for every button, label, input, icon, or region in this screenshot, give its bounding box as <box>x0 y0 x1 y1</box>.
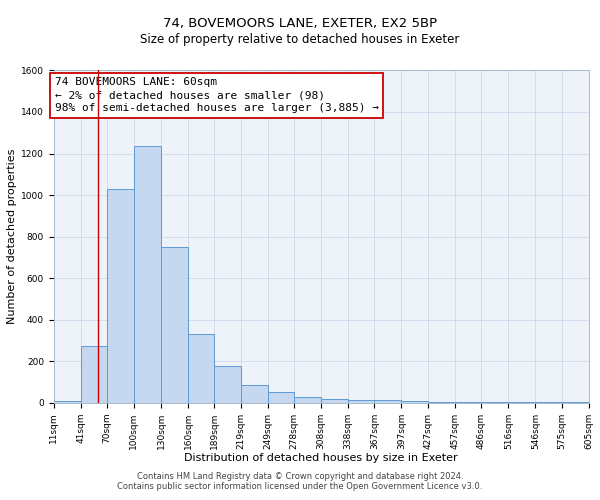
Text: 74 BOVEMOORS LANE: 60sqm
← 2% of detached houses are smaller (98)
98% of semi-de: 74 BOVEMOORS LANE: 60sqm ← 2% of detache… <box>55 77 379 114</box>
Bar <box>401 400 428 403</box>
Bar <box>241 385 268 403</box>
X-axis label: Distribution of detached houses by size in Exeter: Distribution of detached houses by size … <box>184 453 458 463</box>
Bar <box>348 400 374 403</box>
Bar <box>321 398 348 403</box>
Bar <box>508 402 535 403</box>
Bar <box>188 334 214 403</box>
Bar <box>161 247 188 403</box>
Bar <box>134 146 161 403</box>
Bar <box>81 346 107 403</box>
Bar <box>374 400 401 403</box>
Bar <box>294 396 321 403</box>
Bar <box>54 400 81 403</box>
Text: Size of property relative to detached houses in Exeter: Size of property relative to detached ho… <box>140 32 460 46</box>
Text: Contains public sector information licensed under the Open Government Licence v3: Contains public sector information licen… <box>118 482 482 491</box>
Bar <box>455 402 481 403</box>
Text: Contains HM Land Registry data © Crown copyright and database right 2024.: Contains HM Land Registry data © Crown c… <box>137 472 463 481</box>
Text: 74, BOVEMOORS LANE, EXETER, EX2 5BP: 74, BOVEMOORS LANE, EXETER, EX2 5BP <box>163 18 437 30</box>
Bar <box>214 366 241 403</box>
Bar <box>428 402 455 403</box>
Bar <box>107 189 134 403</box>
Bar <box>562 402 589 403</box>
Bar <box>535 402 562 403</box>
Y-axis label: Number of detached properties: Number of detached properties <box>7 149 17 324</box>
Bar <box>481 402 508 403</box>
Bar <box>268 392 294 403</box>
